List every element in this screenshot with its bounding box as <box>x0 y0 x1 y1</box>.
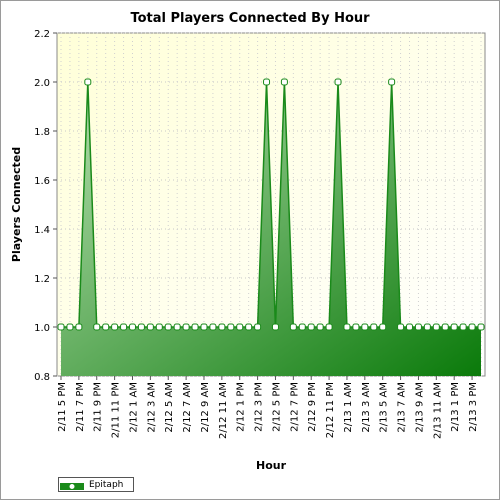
x-tick-label: 2/13 11 AM <box>432 382 443 439</box>
x-tick-label: 2/11 5 PM <box>57 382 68 432</box>
data-point <box>128 323 136 331</box>
x-tick-label: 2/13 9 AM <box>414 382 425 433</box>
data-point <box>406 323 414 331</box>
legend-swatch <box>59 478 85 491</box>
data-point <box>289 323 297 331</box>
y-tick-label: 0.8 <box>34 372 50 383</box>
data-point <box>236 323 244 331</box>
data-point <box>227 323 235 331</box>
x-tick-label: 2/13 3 PM <box>468 382 479 432</box>
data-point <box>352 323 360 331</box>
x-tick-label: 2/12 3 AM <box>146 382 157 433</box>
chart-title: Total Players Connected By Hour <box>130 11 370 26</box>
data-point <box>164 323 172 331</box>
x-tick-label: 2/13 5 AM <box>379 382 390 433</box>
data-point <box>173 323 181 331</box>
data-point <box>397 323 405 331</box>
data-point <box>414 323 422 331</box>
x-tick-label: 2/13 1 PM <box>450 382 461 432</box>
data-point <box>245 323 253 331</box>
data-point <box>432 323 440 331</box>
data-point <box>218 323 226 331</box>
data-point <box>477 323 485 331</box>
x-tick-label: 2/12 9 PM <box>307 382 318 432</box>
data-point <box>459 323 467 331</box>
series-area-epitaph <box>61 82 481 376</box>
data-point <box>370 323 378 331</box>
data-point <box>191 323 199 331</box>
data-point <box>200 323 208 331</box>
x-tick-label: 2/13 1 AM <box>343 382 354 433</box>
data-point <box>280 78 288 86</box>
x-tick-label: 2/13 7 AM <box>397 382 408 433</box>
data-point <box>84 78 92 86</box>
y-tick-label: 1.6 <box>34 176 50 187</box>
data-point <box>137 323 145 331</box>
data-point <box>325 323 333 331</box>
x-tick-label: 2/12 7 PM <box>289 382 300 432</box>
x-tick-label: 2/12 5 AM <box>164 382 175 433</box>
data-point <box>334 78 342 86</box>
data-point <box>111 323 119 331</box>
data-point <box>388 78 396 86</box>
data-point <box>298 323 306 331</box>
data-point <box>468 323 476 331</box>
x-tick-label: 2/11 9 PM <box>93 382 104 432</box>
data-point <box>316 323 324 331</box>
data-point <box>155 323 163 331</box>
x-axis-label: Hour <box>256 459 287 472</box>
data-point <box>254 323 262 331</box>
data-point <box>379 323 387 331</box>
y-tick-label: 2.2 <box>34 29 50 40</box>
x-tick-label: 2/13 3 AM <box>361 382 372 433</box>
x-tick-label: 2/12 11 AM <box>218 382 229 439</box>
y-tick-label: 1.2 <box>34 274 50 285</box>
data-point <box>263 78 271 86</box>
legend-label: Epitaph <box>89 479 124 490</box>
data-point <box>271 323 279 331</box>
data-point <box>361 323 369 331</box>
data-point <box>307 323 315 331</box>
data-point <box>120 323 128 331</box>
data-point <box>423 323 431 331</box>
y-tick-label: 1.0 <box>34 323 50 334</box>
x-tick-label: 2/12 1 PM <box>236 382 247 432</box>
x-tick-label: 2/12 3 PM <box>254 382 265 432</box>
y-tick-label: 1.8 <box>34 127 50 138</box>
x-tick-label: 2/11 11 PM <box>111 382 122 438</box>
data-point <box>75 323 83 331</box>
x-tick-label: 2/12 1 AM <box>128 382 139 433</box>
data-point <box>66 323 74 331</box>
data-point <box>441 323 449 331</box>
legend: Epitaph <box>58 477 134 492</box>
x-tick-label: 2/12 11 PM <box>325 382 336 438</box>
data-point <box>57 323 65 331</box>
x-tick-label: 2/11 7 PM <box>75 382 86 432</box>
x-tick-label: 2/12 9 AM <box>200 382 211 433</box>
data-point <box>102 323 110 331</box>
data-point <box>343 323 351 331</box>
x-tick-label: 2/12 5 PM <box>271 382 282 432</box>
data-point <box>93 323 101 331</box>
x-tick-label: 2/12 7 AM <box>182 382 193 433</box>
data-point <box>182 323 190 331</box>
data-point <box>450 323 458 331</box>
data-point <box>209 323 217 331</box>
data-point <box>146 323 154 331</box>
y-tick-label: 1.4 <box>34 225 50 236</box>
y-tick-label: 2.0 <box>34 78 50 89</box>
y-axis-label: Players Connected <box>10 147 23 262</box>
